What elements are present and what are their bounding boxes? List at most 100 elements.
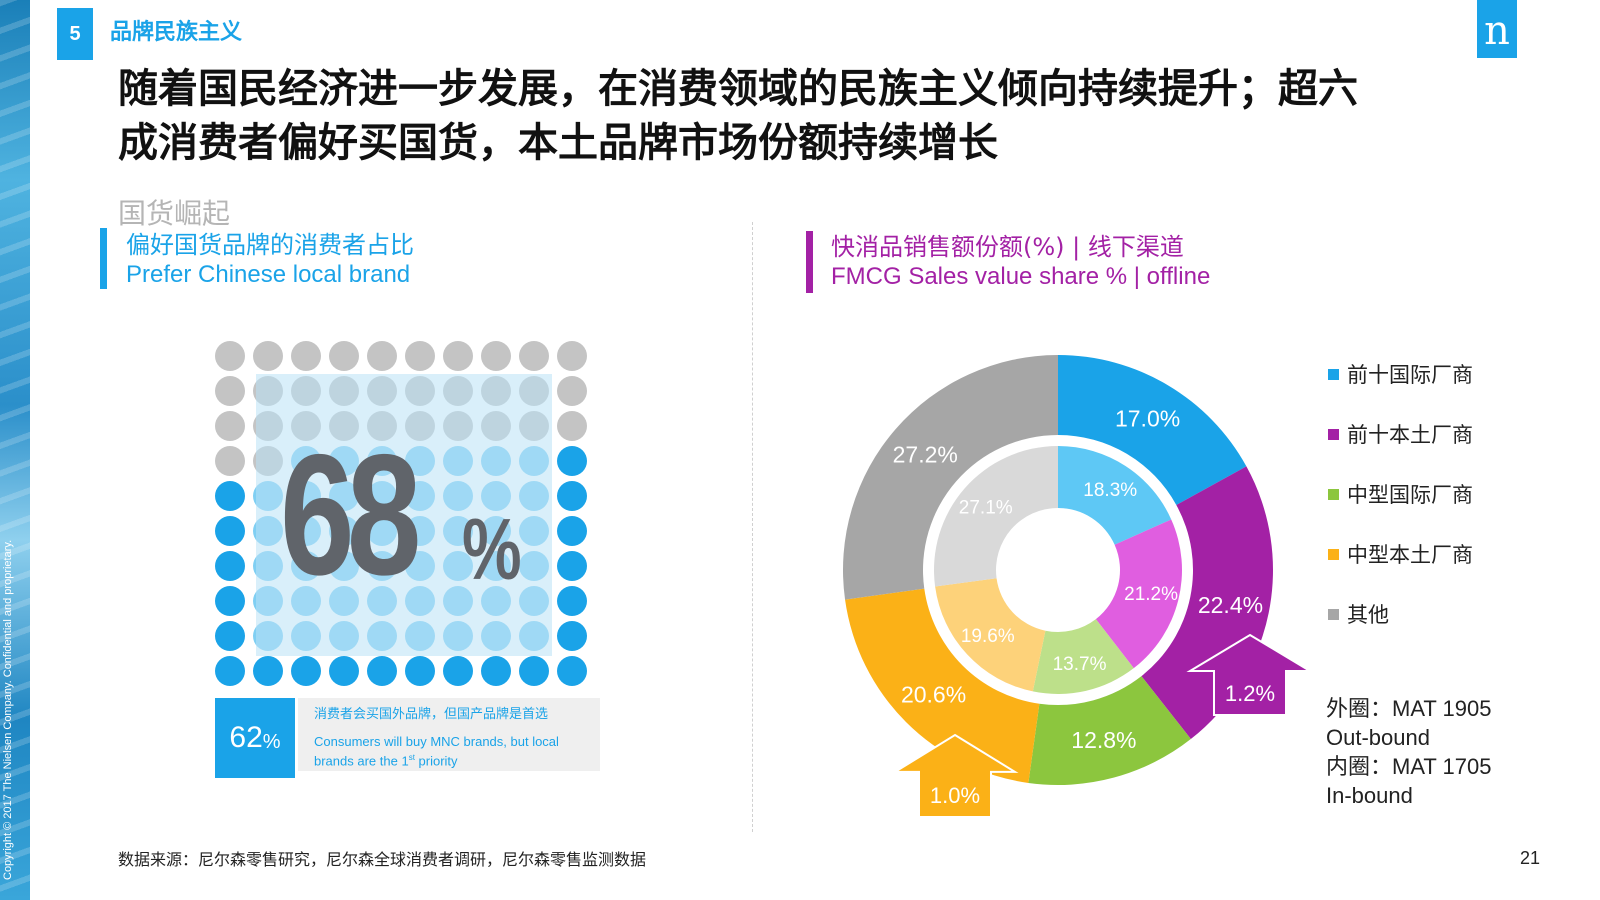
headline-line-1: 随着国民经济进一步发展，在消费领域的民族主义倾向持续提升；超六: [118, 66, 1358, 112]
dot: [215, 376, 245, 406]
dot: [215, 586, 245, 616]
left-panel-title: 偏好国货品牌的消费者占比 Prefer Chinese local brand: [126, 230, 414, 290]
dot: [405, 341, 435, 371]
outer-slice-0: [1058, 355, 1247, 505]
donut-chart: 17.0% 22.4% 12.8% 20.6% 27.2% 18.3% 21.2% 13.7%…: [843, 355, 1314, 818]
nielsen-logo: n: [1477, 0, 1517, 58]
right-title-bar: [806, 231, 813, 293]
dot: [481, 341, 511, 371]
legend-item: 前十国际厂商: [1328, 344, 1473, 404]
legend-swatch: [1328, 368, 1339, 380]
right-title-en: FMCG Sales value share % | offline: [831, 263, 1211, 290]
data-source: 数据来源：尼尔森零售研究，尼尔森全球消费者调研，尼尔森零售监测数据: [118, 850, 647, 869]
dot: [557, 516, 587, 546]
legend-swatch: [1328, 428, 1339, 440]
annotation-2-arrow-icon: [891, 733, 1019, 818]
headline: 随着国民经济进一步发展，在消费领域的民族主义倾向持续提升；超六 成消费者偏好买国…: [118, 62, 1518, 170]
right-panel-title: 快消品销售额份额(%) | 线下渠道 FMCG Sales value shar…: [831, 233, 1210, 291]
dot: [253, 656, 283, 686]
outer-label-2: 12.8%: [1071, 727, 1136, 753]
dot: [481, 656, 511, 686]
inner-label-1: 21.2%: [1124, 584, 1178, 605]
inner-slice-0: [1058, 446, 1172, 545]
inner-label-2: 13.7%: [1053, 654, 1107, 675]
copyright-text: Copyright © 2017 The Nielsen Company. Co…: [2, 539, 14, 880]
stat-desc-en-line1: Consumers will buy MNC brands, but local: [314, 734, 559, 749]
chart-legend: 前十国际厂商 前十本土厂商 中型国际厂商中型本土厂商其他: [1328, 344, 1473, 644]
dot: [367, 656, 397, 686]
panel-divider: [752, 222, 753, 832]
outer-label-0: 17.0%: [1115, 406, 1180, 432]
legend-swatch: [1328, 608, 1339, 620]
legend-label: 其他: [1347, 603, 1389, 627]
left-title-en: Prefer Chinese local brand: [126, 261, 411, 288]
dot: [215, 411, 245, 441]
highlight-box: [256, 374, 552, 656]
dot: [557, 586, 587, 616]
left-title-bar: [100, 228, 107, 289]
stat-description: 消费者会买国外品牌，但国产品牌是首选 Consumers will buy MN…: [298, 698, 600, 771]
dot: [443, 341, 473, 371]
dot: [519, 656, 549, 686]
dot: [557, 656, 587, 686]
dot: [519, 341, 549, 371]
annotation-2-label: 1.0%: [930, 783, 980, 808]
outer-label-3: 20.6%: [901, 682, 966, 708]
ring-notes: 外圈：MAT 1905 Out-bound 内圈：MAT 1705 In-bou…: [1326, 694, 1491, 810]
dot: [557, 376, 587, 406]
legend-label: 前十国际厂商: [1347, 363, 1473, 387]
outer-label-1: 22.4%: [1198, 592, 1263, 618]
dot: [291, 341, 321, 371]
stat-desc-en-line3: priority: [414, 753, 458, 769]
legend-swatch: [1328, 488, 1339, 500]
section-number: 5: [57, 8, 93, 60]
section-title: 品牌民族主义: [110, 20, 243, 45]
page-number: 21: [1520, 848, 1541, 868]
dot: [329, 341, 359, 371]
dot: [557, 481, 587, 511]
inner-slice-4: [934, 446, 1058, 587]
dot: [557, 446, 587, 476]
outer-slice-3: [845, 588, 1040, 783]
kicker: 国货崛起: [118, 197, 231, 230]
dot: [557, 621, 587, 651]
legend-item: 中型国际厂商: [1328, 464, 1473, 524]
notes-outer-period: 外圈：MAT 1905: [1326, 696, 1492, 721]
outer-slice-2: [1028, 676, 1191, 785]
stat-desc-cn: 消费者会买国外品牌，但国产品牌是首选: [314, 707, 549, 722]
left-title-cn: 偏好国货品牌的消费者占比: [126, 231, 414, 259]
dot: [253, 341, 283, 371]
dot: [215, 656, 245, 686]
legend-item: 前十本土厂商: [1328, 404, 1473, 464]
dot: [215, 481, 245, 511]
legend-label: 前十本土厂商: [1347, 423, 1473, 447]
dot: [557, 551, 587, 581]
dot: [557, 341, 587, 371]
dot: [215, 516, 245, 546]
dot: [443, 656, 473, 686]
inner-label-0: 18.3%: [1083, 480, 1137, 501]
legend-swatch: [1328, 548, 1339, 560]
dot: [367, 341, 397, 371]
inner-slice-2: [1032, 619, 1134, 694]
dot: [291, 656, 321, 686]
dot: [557, 411, 587, 441]
legend-item: 中型本土厂商: [1328, 524, 1473, 584]
stat-value: 62: [229, 721, 263, 754]
dot: [215, 551, 245, 581]
inner-label-3: 19.6%: [961, 626, 1015, 647]
legend-label: 中型国际厂商: [1347, 483, 1473, 507]
big-percentage-value: 68: [280, 419, 421, 611]
inner-slice-3: [935, 578, 1046, 692]
outer-slice-4: [843, 355, 1058, 600]
dot: [215, 621, 245, 651]
big-percentage-unit: %: [462, 502, 522, 598]
inner-slice-1: [1095, 519, 1182, 669]
stat-desc-en: Consumers will buy MNC brands, but local…: [314, 734, 584, 769]
stat-desc-en-sup: st: [408, 753, 415, 762]
outer-label-4: 27.2%: [893, 441, 958, 467]
right-title-cn: 快消品销售额份额(%) | 线下渠道: [831, 233, 1184, 261]
stat-badge: 62%: [215, 698, 295, 778]
dot: [215, 341, 245, 371]
notes-inner-label: In-bound: [1326, 783, 1413, 808]
